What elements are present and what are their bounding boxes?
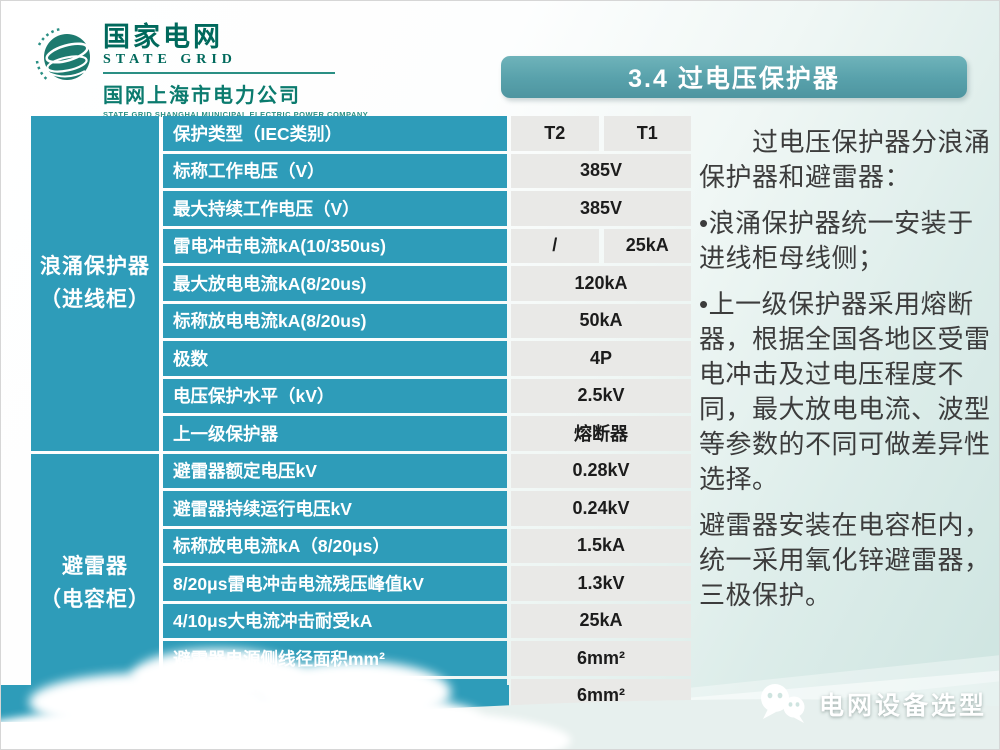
table-row: 标称工作电压（V） 385V xyxy=(163,153,691,188)
note-paragraph: 过电压保护器分浪涌保护器和避雷器： xyxy=(699,127,991,192)
table-rows: 保护类型（IEC类别） T2 T1 标称工作电压（V） 385V 最大持续工作电… xyxy=(163,116,691,713)
row-value: 2.5kV xyxy=(511,378,691,413)
table-row: 最大放电电流kA(8/20us) 120kA xyxy=(163,266,691,301)
brand-name-en: STATE GRID xyxy=(103,52,237,68)
row-value: 120kA xyxy=(511,266,691,301)
group-label-surge-protector: 浪涌保护器 （进线柜） xyxy=(31,116,159,451)
note-paragraph: •浪涌保护器统一安装于进线柜母线侧； xyxy=(699,208,974,273)
table-group-column: 浪涌保护器 （进线柜） 避雷器 （电容柜） xyxy=(31,116,159,713)
table-row: 4/10μs大电流冲击耐受kA 25kA xyxy=(163,603,691,638)
company-name-en: STATE GRID SHANGHAI MUNICIPAL ELECTRIC P… xyxy=(103,110,369,120)
table-row: 8/20μs雷电冲击电流残压峰值kV 1.3kV xyxy=(163,566,691,601)
watermark-label: 电网设备选型 xyxy=(819,692,988,720)
logo-divider xyxy=(103,72,335,75)
group-label-arrester: 避雷器 （电容柜） xyxy=(31,453,159,713)
table-row: 避雷器额定电压kV 0.28kV xyxy=(163,453,691,488)
row-label: 标称放电电流kA(8/20us) xyxy=(163,303,507,338)
row-value: 385V xyxy=(511,191,691,226)
table-row: 上一级保护器 熔断器 xyxy=(163,416,691,451)
row-label: 雷电冲击电流kA(10/350us) xyxy=(163,228,507,263)
row-label: 最大放电电流kA(8/20us) xyxy=(163,266,507,301)
row-label: 标称工作电压（V） xyxy=(163,153,507,188)
row-label: 4/10μs大电流冲击耐受kA xyxy=(163,603,507,638)
notes-panel: 过电压保护器分浪涌保护器和避雷器： •浪涌保护器统一安装于进线柜母线侧； •上一… xyxy=(699,125,991,624)
row-label: 最大持续工作电压（V） xyxy=(163,191,507,226)
row-label: 标称放电电流kA（8/20μs） xyxy=(163,528,507,563)
row-value: 1.5kA xyxy=(511,528,691,563)
row-label: 上一级保护器 xyxy=(163,416,507,451)
row-value: T2 xyxy=(511,116,599,151)
state-grid-logo: 国家电网 STATE GRID 国网上海市电力公司 STATE GRID SHA… xyxy=(35,23,368,119)
row-value: 25kA xyxy=(511,603,691,638)
watermark: 电网设备选型 xyxy=(759,683,987,725)
table-row: 标称放电电流kA(8/20us) 50kA xyxy=(163,303,691,338)
row-value: 0.24kV xyxy=(511,491,691,526)
row-value: 25kA xyxy=(603,228,691,263)
row-value: 4P xyxy=(511,341,691,376)
table-row: 雷电冲击电流kA(10/350us) / 25kA xyxy=(163,228,691,263)
section-title: 3.4 过电压保护器 xyxy=(628,65,840,93)
table-row: 极数 4P xyxy=(163,341,691,376)
note-paragraph: 避雷器安装在电容柜内，统一采用氧化锌避雷器，三极保护。 xyxy=(699,510,991,610)
row-label: 避雷器持续运行电压kV xyxy=(163,491,507,526)
row-label: 保护类型（IEC类别） xyxy=(163,116,507,151)
row-label: 避雷器额定电压kV xyxy=(163,453,507,488)
row-value: T1 xyxy=(603,116,691,151)
brand-name-cn: 国家电网 xyxy=(103,22,223,52)
table-row: 电压保护水平（kV） 2.5kV xyxy=(163,378,691,413)
row-value: 0.28kV xyxy=(511,453,691,488)
row-label: 极数 xyxy=(163,341,507,376)
row-value: 熔断器 xyxy=(511,416,691,451)
table-row: 标称放电电流kA（8/20μs） 1.5kA xyxy=(163,528,691,563)
row-value: 1.3kV xyxy=(511,566,691,601)
row-value: / xyxy=(511,228,599,263)
row-label: 电压保护水平（kV） xyxy=(163,378,507,413)
section-title-banner: 3.4 过电压保护器 xyxy=(501,56,967,98)
note-paragraph: •上一级保护器采用熔断器，根据全国各地区受雷电冲击及过电压程度不同，最大放电电流… xyxy=(699,289,991,494)
row-value: 50kA xyxy=(511,303,691,338)
wechat-icon xyxy=(761,684,805,723)
row-label: 8/20μs雷电冲击电流残压峰值kV xyxy=(163,566,507,601)
table-row: 避雷器持续运行电压kV 0.24kV xyxy=(163,491,691,526)
table-row: 保护类型（IEC类别） T2 T1 xyxy=(163,116,691,151)
row-value: 6mm² xyxy=(511,641,691,676)
state-grid-globe-icon xyxy=(35,27,90,83)
spec-table: 浪涌保护器 （进线柜） 避雷器 （电容柜） 保护类型（IEC类别） T2 T1 … xyxy=(31,116,691,713)
row-value: 385V xyxy=(511,153,691,188)
table-row: 最大持续工作电压（V） 385V xyxy=(163,191,691,226)
company-name-cn: 国网上海市电力公司 xyxy=(103,85,301,108)
